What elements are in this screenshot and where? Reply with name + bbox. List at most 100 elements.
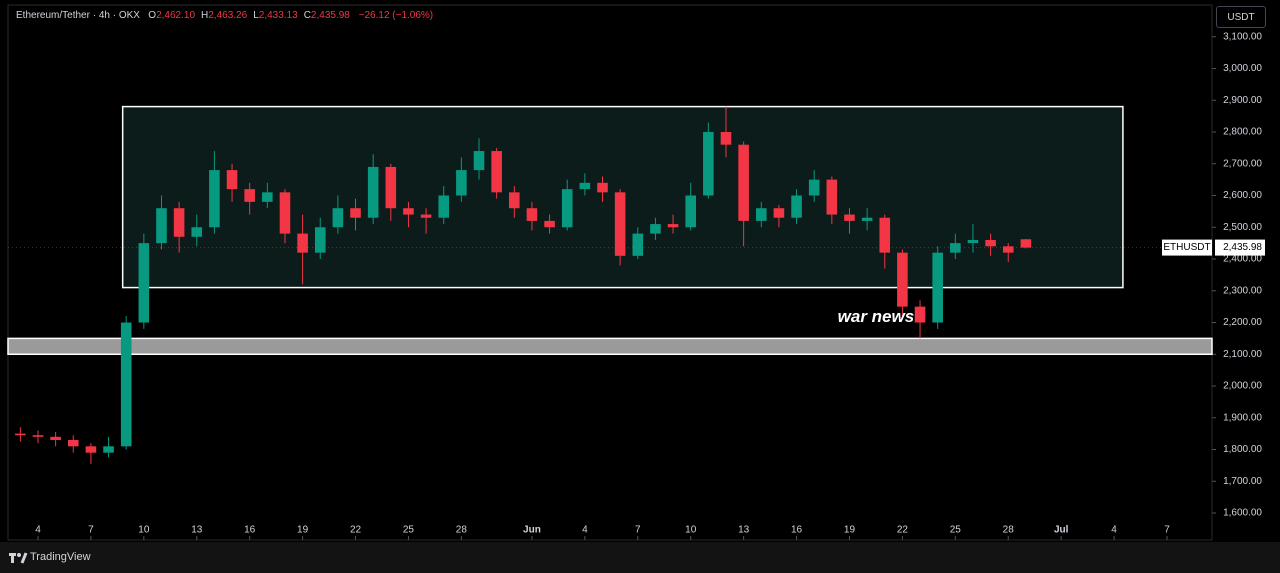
candle-body [367,166,379,218]
ohlc-key: H [201,10,209,21]
candle-body [1002,246,1014,253]
candle-body [720,132,732,145]
ohlc-key: C [303,10,311,21]
candle-body [667,224,679,228]
candle-body [791,195,802,218]
support-band [7,337,1213,356]
candle-body [297,233,308,253]
candle-body [773,208,785,218]
candle-body [738,144,749,221]
x-tick-label: 7 [635,525,641,536]
y-tick-label: 2,600.00 [1223,190,1262,201]
candle-body [844,214,855,221]
candle-body [950,243,961,253]
y-tick-label: 2,800.00 [1223,127,1262,138]
x-tick-label: 22 [897,525,909,536]
currency-button[interactable]: USDT [1216,6,1266,28]
candle-body [491,151,502,193]
candle-body [473,151,485,171]
candle-body [914,306,926,323]
candle-body [67,439,79,447]
candle-body [879,217,891,253]
ohlc-value: 2,435.98 [310,10,350,21]
candle-body [420,214,432,218]
x-tick-label: 13 [738,525,750,536]
candle-body [685,195,696,228]
x-tick-label: 22 [350,525,362,536]
x-tick-label: 19 [297,525,309,536]
candle-body [861,217,873,221]
footer: TradingView [0,542,1280,573]
candle-body [50,436,61,440]
x-tick-label: 4 [1111,525,1117,536]
candle-body [456,170,467,196]
price-tag-label: 2,435.98 [1223,242,1262,253]
candle-body [1020,239,1032,248]
logo [9,552,28,564]
candle-body [173,208,185,237]
candle-body [561,189,573,228]
x-tick-label: 25 [403,525,415,536]
candle-body [808,179,820,196]
price-tag-box [1215,239,1265,256]
annotation: war news [838,307,915,326]
candle-body [120,322,132,447]
candle-body [897,252,908,307]
ohlc-key: O [148,10,157,21]
y-tick-label: 3,000.00 [1223,63,1262,74]
candle-body [526,208,538,221]
y-tick-label: 2,300.00 [1223,285,1262,296]
candle-body [32,435,44,437]
brand: TradingView [30,551,91,563]
x-tick-label: 28 [1003,525,1015,536]
x-tick-label: 7 [88,525,94,536]
ohlc-value: 2,463.26 [208,10,248,21]
candle-body [314,227,326,253]
candle-body [544,220,555,228]
ohlc-value: 2,433.13 [258,10,298,21]
y-tick-label: 1,700.00 [1223,476,1262,487]
x-tick-label: 13 [191,525,203,536]
x-tick-label: Jul [1054,525,1069,536]
candle-body [15,433,26,436]
y-tick-label: 2,000.00 [1223,381,1262,392]
x-tick-label: 19 [844,525,856,536]
y-tick-label: 2,900.00 [1223,95,1262,106]
x-tick-label: 25 [950,525,962,536]
candle-body [279,192,291,234]
x-tick-label: Jun [523,525,541,536]
y-tick-label: 2,100.00 [1223,349,1262,360]
candle-body [579,182,591,190]
candle-body [509,192,520,209]
x-tick-label: 16 [791,525,803,536]
candle-body [438,195,450,218]
candle-body [156,208,167,244]
price-tag-name-box [1162,239,1212,256]
candle-body [632,233,644,256]
y-tick-label: 2,400.00 [1223,254,1262,265]
x-tick-label: 4 [35,525,41,536]
price-tag-name: ETHUSDT [1163,242,1210,253]
candle-body [967,239,979,244]
x-tick-label: 4 [582,525,588,536]
change: −26.12 (−1.06%) [358,10,434,21]
y-tick-label: 2,200.00 [1223,317,1262,328]
candle-body [350,208,361,218]
candle-body [85,446,97,453]
y-tick-label: 1,800.00 [1223,444,1262,455]
candle-body [755,208,767,221]
candle-body [244,189,255,202]
y-tick-label: 3,100.00 [1223,31,1262,42]
candle-body [614,192,626,256]
x-tick-label: 16 [244,525,256,536]
y-tick-label: 2,500.00 [1223,222,1262,233]
candle-body [932,252,943,323]
ohlc-value: 2,462.10 [156,10,196,21]
x-tick-label: 28 [456,525,468,536]
candle-body [191,227,203,237]
candle-body [597,182,608,193]
y-tick-label: 1,900.00 [1223,412,1262,423]
candle-body [985,239,996,247]
